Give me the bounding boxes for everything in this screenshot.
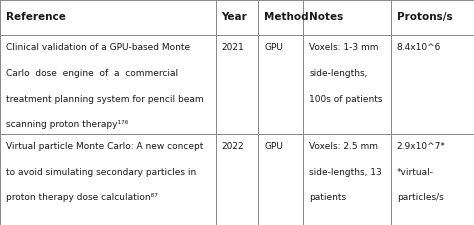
Text: Voxels: 1-3 mm: Voxels: 1-3 mm [309,43,379,52]
Text: scanning proton therapy¹⁷⁶: scanning proton therapy¹⁷⁶ [6,120,128,129]
Text: Year: Year [221,12,247,22]
Text: side-lengths,: side-lengths, [309,69,367,78]
Text: Method: Method [264,12,309,22]
Text: 2021: 2021 [221,43,244,52]
Text: 8.4x10^6: 8.4x10^6 [397,43,441,52]
Text: treatment planning system for pencil beam: treatment planning system for pencil bea… [6,94,203,104]
Text: to avoid simulating secondary particles in: to avoid simulating secondary particles … [6,168,196,177]
Text: Clinical validation of a GPU-based Monte: Clinical validation of a GPU-based Monte [6,43,190,52]
Text: 2.9x10^7*: 2.9x10^7* [397,142,446,151]
Text: 2022: 2022 [221,142,244,151]
Text: Reference: Reference [6,12,65,22]
Text: particles/s: particles/s [397,194,444,202]
Text: *virtual-: *virtual- [397,168,434,177]
Text: Notes: Notes [309,12,343,22]
Text: Virtual particle Monte Carlo: A new concept: Virtual particle Monte Carlo: A new conc… [6,142,203,151]
Text: GPU: GPU [264,142,283,151]
Text: Protons/s: Protons/s [397,12,452,22]
Text: Voxels: 2.5 mm: Voxels: 2.5 mm [309,142,378,151]
Text: side-lengths, 13: side-lengths, 13 [309,168,382,177]
Text: Carlo  dose  engine  of  a  commercial: Carlo dose engine of a commercial [6,69,178,78]
Text: GPU: GPU [264,43,283,52]
Text: proton therapy dose calculation⁸⁷: proton therapy dose calculation⁸⁷ [6,194,157,202]
Text: 100s of patients: 100s of patients [309,94,383,104]
Text: patients: patients [309,194,346,202]
